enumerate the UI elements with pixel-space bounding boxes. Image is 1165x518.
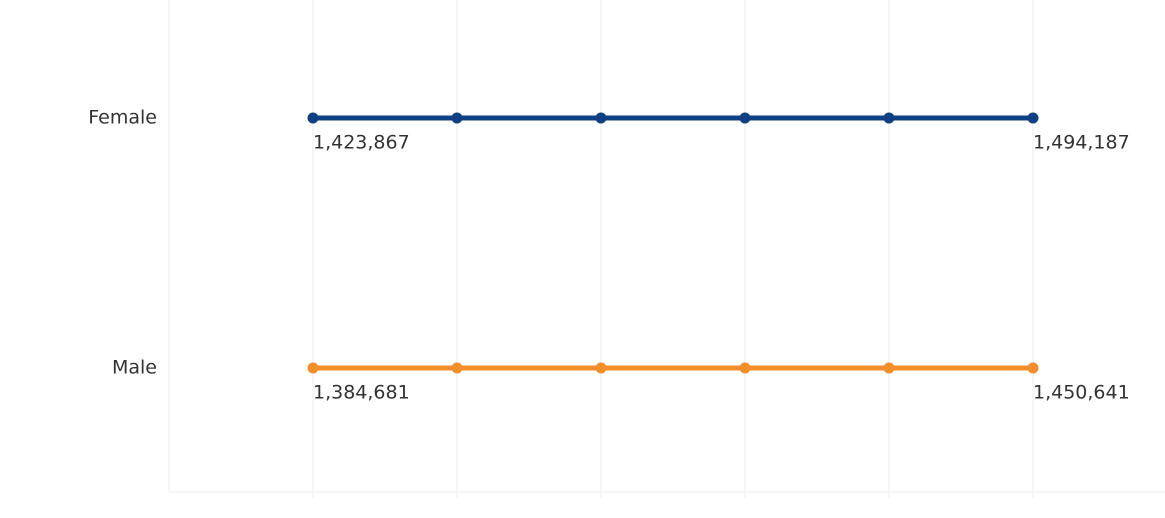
- dot: [595, 112, 607, 124]
- dot: [1027, 112, 1039, 124]
- dot: [307, 112, 319, 124]
- value-label: 1,494,187: [1033, 132, 1130, 154]
- value-label: 1,450,641: [1033, 382, 1130, 404]
- dot: [451, 362, 463, 374]
- row-label: Male: [112, 357, 157, 379]
- dot: [883, 362, 895, 374]
- dot: [307, 362, 319, 374]
- dot: [883, 112, 895, 124]
- row-label: Female: [88, 107, 157, 129]
- dot: [1027, 362, 1039, 374]
- dot: [595, 362, 607, 374]
- dot: [739, 362, 751, 374]
- dot: [739, 112, 751, 124]
- value-label: 1,423,867: [313, 132, 410, 154]
- dot: [451, 112, 463, 124]
- value-label: 1,384,681: [313, 382, 410, 404]
